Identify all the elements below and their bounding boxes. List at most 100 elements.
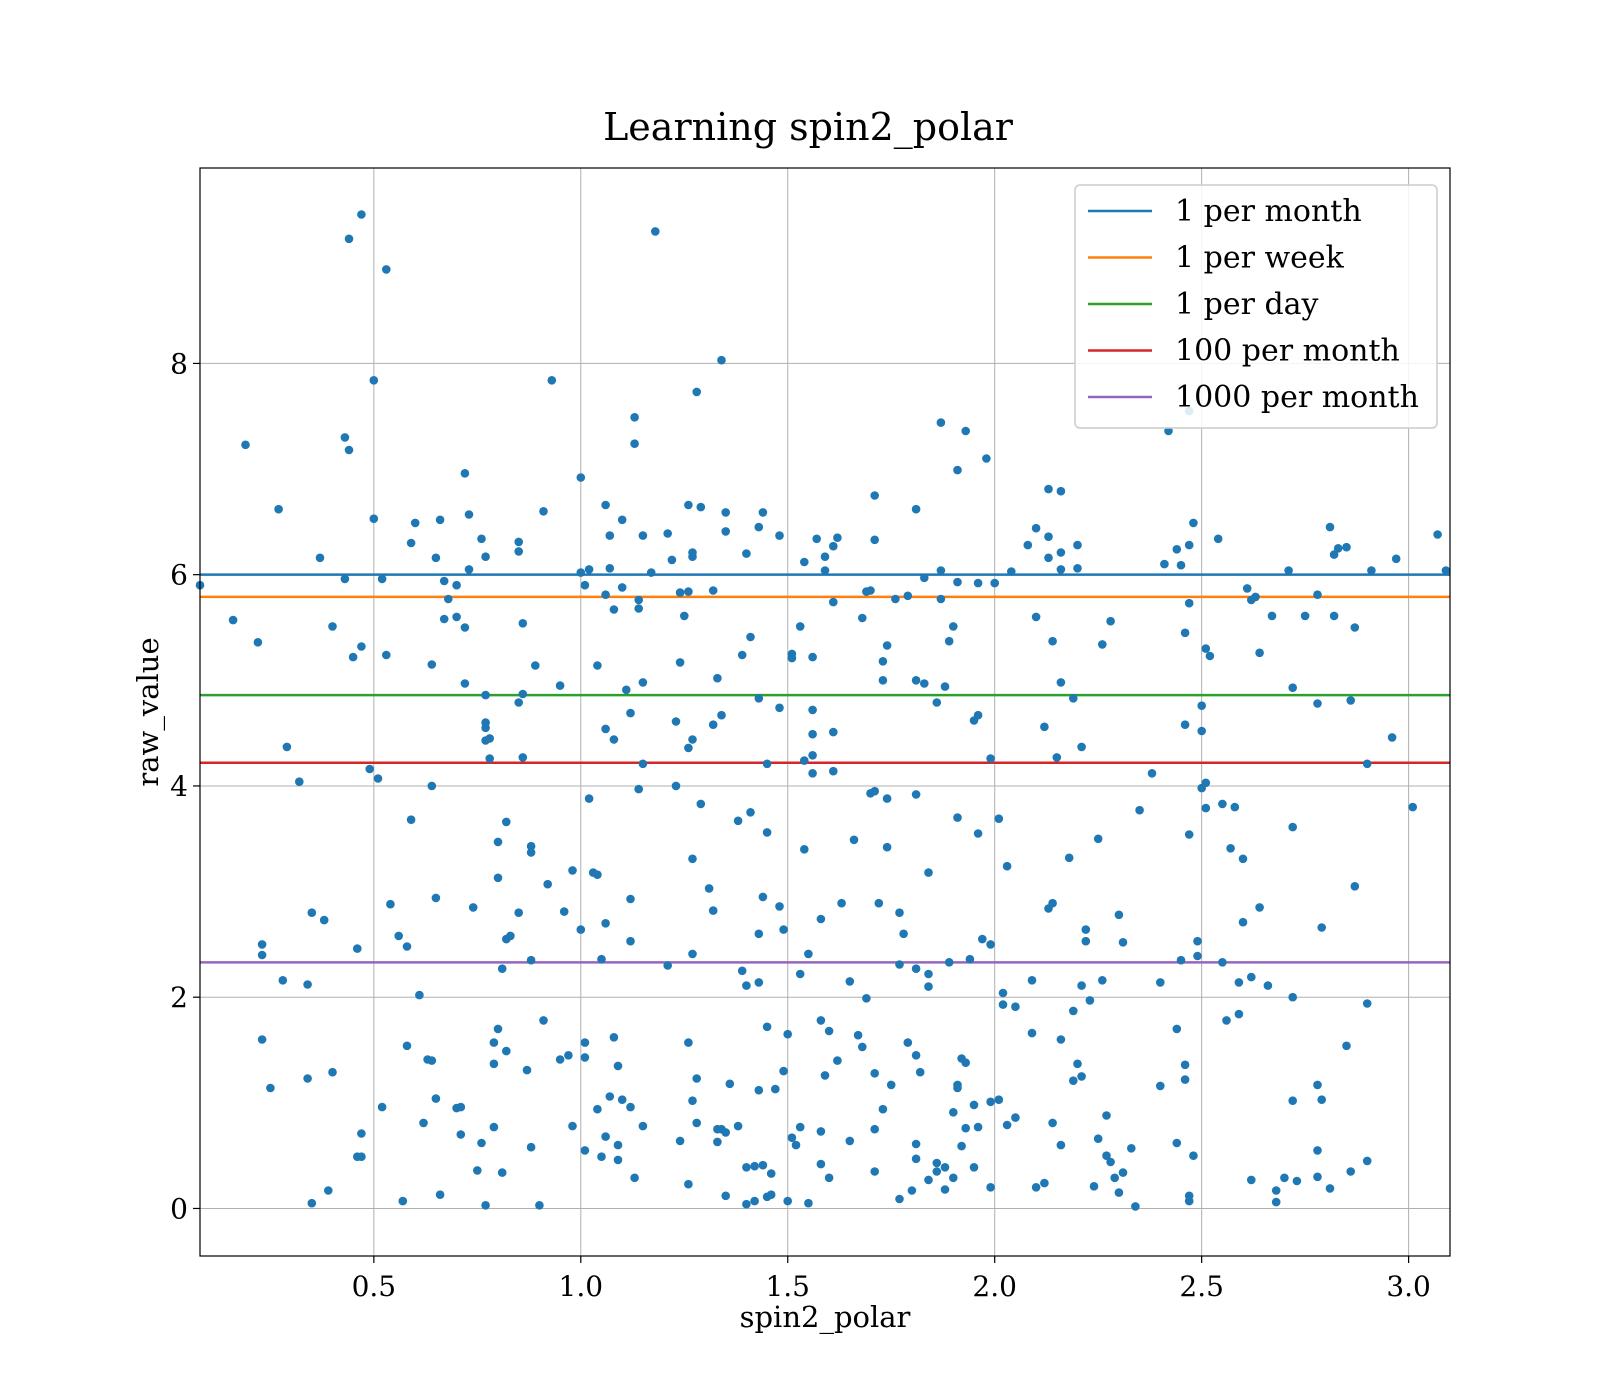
data-point (758, 892, 768, 902)
data-point (940, 1163, 950, 1172)
data-point (626, 708, 635, 718)
data-point (580, 1146, 590, 1155)
data-point (609, 735, 619, 744)
data-point (1234, 978, 1244, 987)
data-point (1213, 534, 1223, 544)
data-point (605, 564, 615, 573)
data-point (456, 1102, 466, 1112)
data-point (969, 1100, 979, 1110)
data-point (721, 508, 730, 517)
data-point (754, 1085, 764, 1095)
data-point (460, 623, 470, 632)
data-point (800, 557, 809, 567)
data-point (721, 1191, 730, 1201)
data-point (1367, 566, 1376, 575)
data-point (613, 1061, 623, 1071)
data-point (522, 1065, 532, 1075)
data-point (808, 652, 817, 662)
data-point (1098, 976, 1107, 985)
data-point (870, 1124, 879, 1134)
data-point (1069, 694, 1078, 703)
data-point (775, 902, 784, 911)
data-point (1180, 720, 1190, 729)
data-point (692, 1118, 701, 1128)
data-point (953, 813, 962, 822)
data-point (601, 919, 610, 928)
data-point (638, 678, 648, 687)
data-point (369, 376, 379, 385)
data-point (274, 504, 283, 514)
data-point (580, 580, 590, 590)
data-point (812, 534, 821, 544)
data-point (580, 1053, 590, 1062)
data-point (398, 1196, 408, 1206)
data-point (518, 753, 528, 762)
data-point (485, 734, 495, 743)
data-point (932, 1167, 942, 1176)
data-point (634, 784, 643, 794)
data-point (1011, 1113, 1020, 1122)
data-point (911, 1139, 921, 1149)
data-point (1040, 722, 1049, 732)
data-point (1193, 951, 1202, 961)
data-point (514, 698, 523, 707)
data-point (750, 1161, 759, 1171)
data-point (460, 679, 470, 688)
data-point (1048, 636, 1057, 646)
data-point (324, 1186, 333, 1195)
data-point (895, 1194, 904, 1204)
data-point (415, 990, 424, 1000)
data-point (1408, 802, 1417, 812)
legend-box (1074, 184, 1438, 429)
data-point (646, 568, 656, 577)
data-point (303, 1074, 312, 1083)
data-point (1342, 1041, 1351, 1051)
data-point (626, 1102, 635, 1112)
data-point (1135, 805, 1144, 815)
data-point (961, 1058, 970, 1067)
data-point (878, 1104, 888, 1114)
data-point (1329, 611, 1339, 621)
y-tick-label: 8 (170, 347, 188, 380)
data-point (535, 1201, 544, 1210)
data-point (758, 508, 768, 517)
data-point (998, 1000, 1008, 1009)
data-point (1023, 540, 1033, 550)
data-point (953, 465, 962, 475)
data-point (340, 574, 350, 584)
data-point (630, 439, 639, 449)
data-point (829, 597, 838, 607)
data-point (609, 605, 619, 614)
data-point (829, 766, 838, 776)
data-point (576, 925, 586, 934)
data-point (1044, 553, 1053, 563)
data-point (634, 604, 643, 613)
data-point (638, 1121, 648, 1131)
x-tick-label: 1.0 (559, 1270, 604, 1303)
data-point (936, 418, 946, 427)
data-point (555, 681, 565, 690)
data-point (518, 619, 528, 628)
data-point (1064, 853, 1074, 863)
data-point (431, 1094, 441, 1103)
data-point (617, 583, 627, 592)
data-point (754, 929, 764, 939)
data-point (907, 1186, 917, 1195)
data-point (1077, 1072, 1086, 1081)
data-point (936, 594, 946, 604)
data-point (717, 710, 726, 720)
data-point (526, 848, 536, 857)
data-point (953, 577, 962, 587)
data-point (949, 1173, 958, 1183)
data-point (882, 794, 892, 803)
data-point (675, 658, 685, 667)
data-point (965, 954, 975, 964)
data-point (973, 710, 983, 720)
data-point (1098, 640, 1107, 649)
data-point (688, 854, 697, 864)
data-point (1184, 540, 1194, 550)
data-point (1069, 1076, 1078, 1085)
data-point (601, 500, 610, 510)
data-point (816, 1127, 826, 1136)
x-axis-label: spin2_polar (740, 1300, 911, 1335)
